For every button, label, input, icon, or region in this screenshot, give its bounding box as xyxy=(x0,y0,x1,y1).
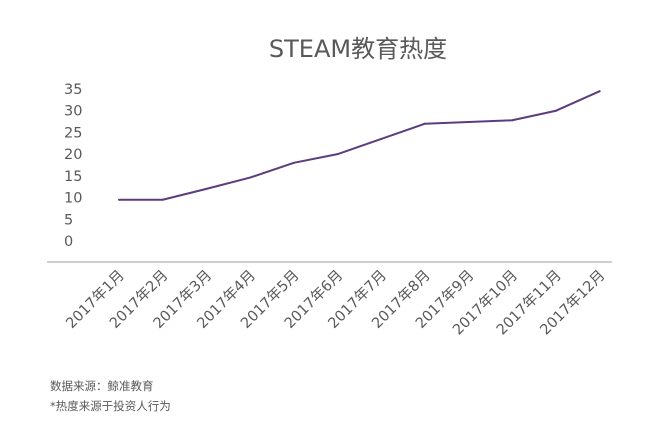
chart-title: STEAM教育热度 xyxy=(269,35,447,63)
data-point xyxy=(336,153,339,156)
y-tick-label: 30 xyxy=(64,104,82,120)
data-point xyxy=(511,119,514,122)
data-point xyxy=(118,198,120,201)
x-axis-ticks: 2017年1月2017年2月2017年3月2017年4月2017年5月2017年… xyxy=(63,267,609,339)
data-point xyxy=(380,137,383,140)
series-group xyxy=(118,90,601,201)
data-point xyxy=(598,90,601,93)
data-point xyxy=(292,161,295,164)
y-tick-label: 20 xyxy=(64,147,82,163)
data-point xyxy=(467,121,470,124)
data-point xyxy=(555,109,557,112)
y-tick-label: 25 xyxy=(64,125,82,141)
y-tick-label: 10 xyxy=(64,191,82,207)
data-point xyxy=(161,198,164,201)
y-axis-ticks: 0 5 10 15 20 25 30 35 xyxy=(64,82,82,250)
y-tick-label: 15 xyxy=(64,169,82,185)
data-point xyxy=(423,122,426,125)
data-point xyxy=(205,187,208,190)
series-line xyxy=(119,90,601,201)
heat-source-note: *热度来源于投资人行为 xyxy=(50,399,171,413)
y-tick-label: 35 xyxy=(64,82,82,98)
data-source-note: 数据来源：鲸准教育 xyxy=(50,379,154,393)
y-tick-label: 5 xyxy=(64,212,73,228)
y-tick-label: 0 xyxy=(64,234,73,250)
data-point xyxy=(249,176,252,179)
